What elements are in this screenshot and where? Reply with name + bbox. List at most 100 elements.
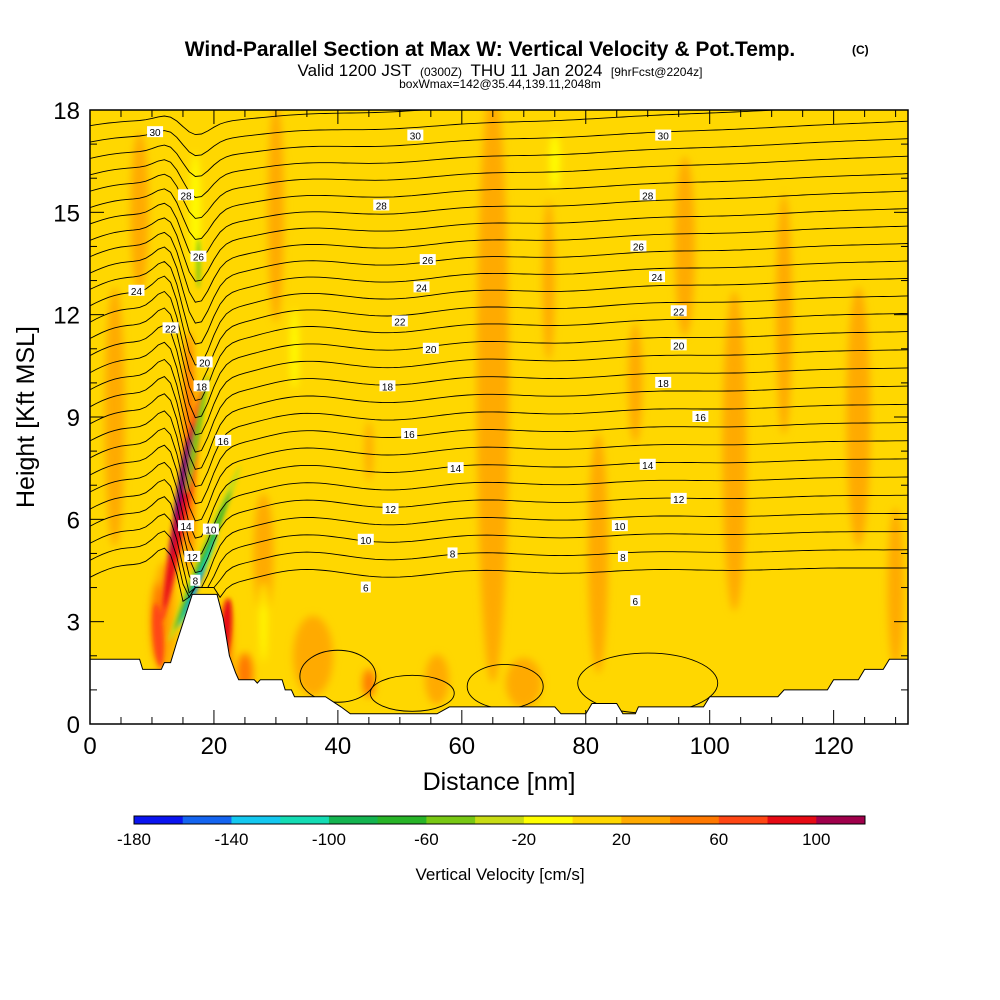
contour-label-text: 12	[187, 553, 199, 564]
updraft-weak-10	[628, 322, 643, 443]
colorbar-label: Vertical Velocity [cm/s]	[415, 865, 584, 884]
contour-label-text: 16	[218, 437, 230, 448]
theta-contour-line	[90, 120, 908, 177]
theta-contour-line	[90, 496, 908, 589]
contour-label-bg	[391, 315, 408, 327]
contour-label-text: 18	[658, 379, 670, 390]
theta-contour-line	[90, 110, 431, 136]
colorbar-swatch	[134, 816, 184, 824]
contour-label-text: 30	[658, 132, 670, 143]
contour-label: 8	[447, 547, 458, 560]
y-tick-label: 9	[67, 405, 80, 432]
chart-title: Wind-Parallel Section at Max W: Vertical…	[185, 38, 796, 61]
contour-label-bg	[670, 339, 687, 351]
colorbar-tick-label: -60	[414, 830, 439, 849]
updraft-weak-17	[505, 658, 542, 709]
contour-label-bg	[617, 550, 628, 562]
colorbar-swatch	[182, 816, 232, 824]
contour-label: 20	[670, 339, 687, 352]
contour-label-text: 14	[642, 461, 654, 472]
contour-label-text: 12	[673, 495, 685, 506]
updraft-weak-13	[776, 194, 793, 435]
contour-label: 26	[419, 254, 436, 267]
theta-contour-line	[90, 393, 908, 488]
contour-label: 22	[391, 315, 408, 328]
colorbar-swatch	[816, 816, 866, 824]
theta-contour-line	[90, 138, 908, 198]
contour-label: 22	[670, 305, 687, 318]
theta-contour-line	[90, 190, 908, 261]
contour-label-text: 26	[193, 253, 205, 264]
contour-label-bg	[630, 240, 647, 252]
colorbar-tick-label: -100	[312, 830, 346, 849]
colorbar-swatch	[475, 816, 525, 824]
colorbar-tick-label: -20	[512, 830, 537, 849]
colorbar-swatch	[377, 816, 427, 824]
contour-labels: 30 30 30 28 28 28 26 26 26 24 24 24 22 22 22 20 20 20 18 18…	[128, 126, 709, 608]
contour-label-text: 30	[150, 128, 162, 139]
contour-label-text: 24	[131, 287, 143, 298]
valid-time-line: Valid 1200 JST (0300Z) THU 11 Jan 2024 […	[298, 61, 703, 80]
x-tick-label: 0	[83, 733, 96, 760]
contour-label: 24	[649, 271, 666, 284]
contour-label-bg	[639, 458, 656, 470]
contour-label-bg	[670, 492, 687, 504]
valid-time-utc: (0300Z)	[420, 65, 462, 79]
theta-contour-line	[90, 530, 908, 599]
y-tick-label: 6	[67, 507, 80, 534]
contour-label-bg	[692, 411, 709, 422]
contour-label-text: 14	[450, 464, 462, 475]
theta-closed-contour	[369, 674, 455, 712]
contour-label: 12	[184, 550, 201, 564]
colorbar-tick-label: 100	[802, 830, 830, 849]
contour-label-text: 18	[196, 382, 208, 393]
contour-label-text: 8	[450, 549, 456, 560]
colorbar-swatch	[670, 816, 720, 824]
contour-label-bg	[447, 547, 458, 559]
contour-label: 6	[630, 595, 641, 608]
plot-area: 30 30 30 28 28 28 26 26 26 24 24 24 22 22 22 20 20 20 18 18…	[90, 110, 908, 724]
colorbar-swatch	[328, 816, 379, 824]
contour-label-bg	[630, 595, 641, 607]
x-tick-label: 100	[690, 733, 730, 760]
contour-label-bg	[147, 126, 164, 138]
contour-label-text: 22	[394, 317, 406, 328]
colorbar-frame	[133, 815, 866, 825]
colorbar-swatch	[280, 816, 330, 824]
theta-contour-line	[90, 307, 908, 402]
velocity-shading	[104, 110, 904, 709]
contour-label-bg	[357, 533, 374, 545]
theta-contour-line	[90, 260, 908, 345]
theta-contours	[90, 110, 908, 714]
contour-label-bg	[190, 574, 201, 586]
theta-contour-line	[90, 243, 908, 324]
contour-label: 24	[128, 284, 145, 298]
contour-label: 26	[190, 250, 207, 264]
updraft-mod-4	[362, 669, 375, 698]
updraft-weak-14	[846, 287, 871, 547]
updraft-core-peak	[173, 437, 189, 520]
contour-label-text: 10	[614, 522, 626, 533]
contour-label-text: 14	[180, 522, 192, 533]
theta-contour-line	[90, 275, 908, 366]
contour-label-bg	[178, 189, 195, 201]
contour-label-bg	[655, 129, 672, 141]
contour-label: 28	[373, 199, 390, 213]
contour-label: 18	[379, 380, 396, 393]
contour-label-text: 6	[363, 584, 369, 595]
contour-label: 14	[447, 462, 464, 475]
contour-label: 22	[162, 322, 179, 335]
colorbar-tick-label: -140	[214, 830, 248, 849]
colorbar-swatch	[718, 816, 769, 824]
x-axis: 0 20 40 60 80 100 120	[83, 110, 897, 760]
colorbar-swatch	[523, 816, 574, 824]
contour-label-text: 28	[376, 202, 388, 213]
contour-label-text: 6	[633, 597, 639, 608]
theta-contour-line	[90, 461, 908, 556]
copyright-mark: (C)	[852, 43, 869, 57]
contour-label: 18	[655, 376, 672, 390]
contour-label: 10	[357, 533, 374, 547]
contour-label-bg	[401, 428, 418, 440]
contour-label-text: 10	[360, 536, 372, 547]
forecast-info: [9hrFcst@2204z]	[611, 65, 703, 79]
